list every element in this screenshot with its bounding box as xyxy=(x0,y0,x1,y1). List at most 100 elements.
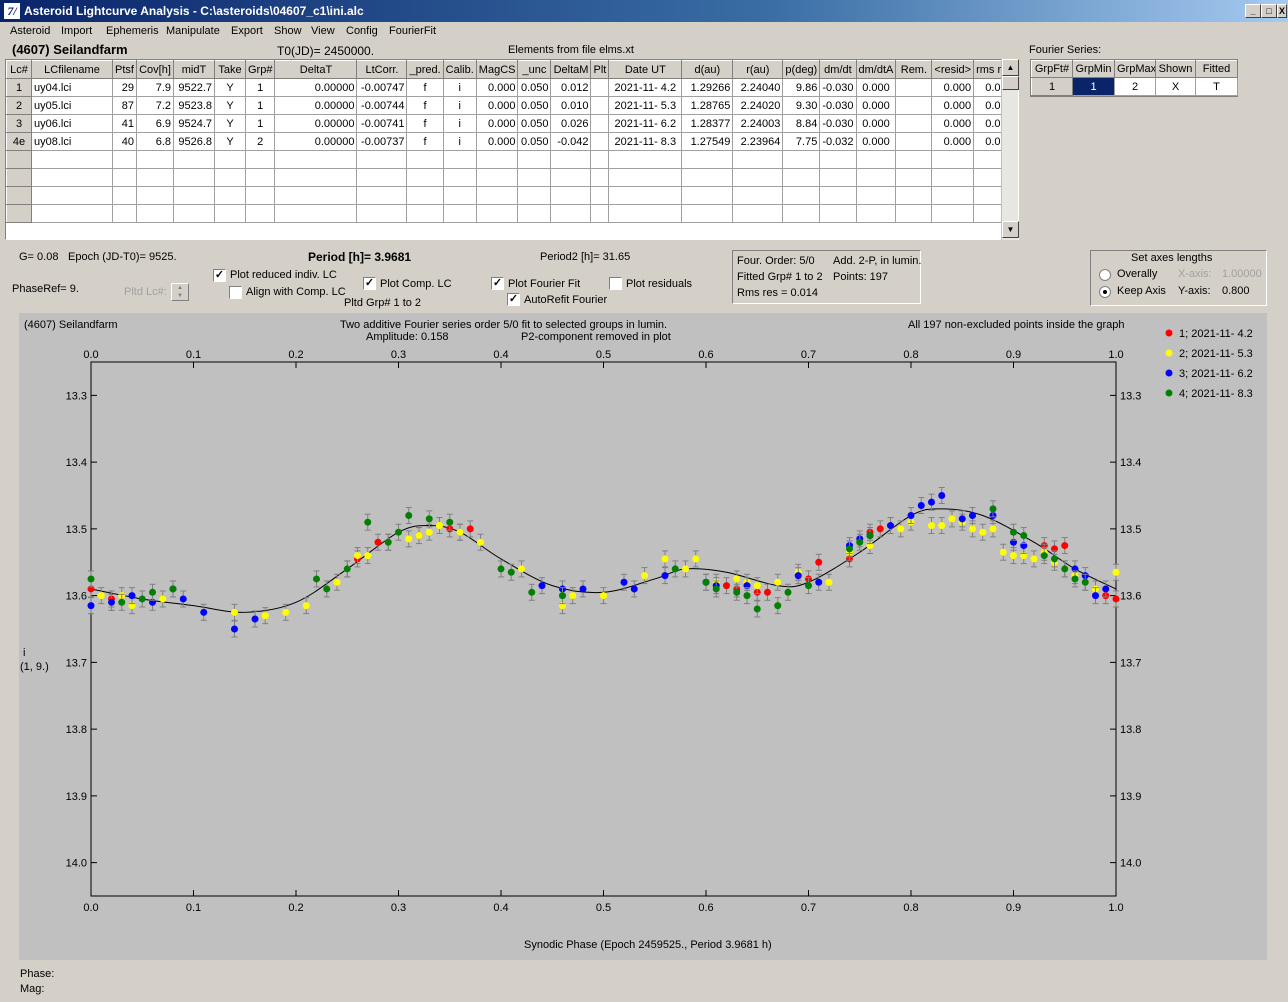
table-cell[interactable]: 0.000 xyxy=(475,114,519,133)
table-cell[interactable]: 1 xyxy=(244,78,276,97)
table-cell[interactable] xyxy=(475,168,519,187)
plot-comp-checkbox[interactable]: ✓ xyxy=(363,277,376,290)
table-cell[interactable] xyxy=(356,150,408,169)
table-cell[interactable] xyxy=(855,204,897,223)
table-cell[interactable]: 0.000 xyxy=(855,114,897,133)
table-cell[interactable] xyxy=(274,168,358,187)
col-d-au[interactable]: d(au) xyxy=(681,60,734,79)
table-cell[interactable]: 1 xyxy=(244,114,276,133)
table-cell[interactable] xyxy=(214,186,246,205)
col-grp[interactable]: Grp# xyxy=(244,60,276,79)
table-cell[interactable] xyxy=(608,150,683,169)
table-cell[interactable]: uy04.lci xyxy=(31,78,113,97)
table-cell[interactable]: i xyxy=(442,132,477,151)
col-pred[interactable]: _pred. xyxy=(406,60,444,79)
table-cell[interactable] xyxy=(681,150,734,169)
table-cell[interactable] xyxy=(590,96,610,115)
table-cell[interactable] xyxy=(214,168,246,187)
table-cell[interactable]: 0.000 xyxy=(855,78,897,97)
table-cell[interactable]: 2.24040 xyxy=(732,78,784,97)
table-cell[interactable]: f xyxy=(406,78,444,97)
table-cell[interactable] xyxy=(173,168,215,187)
col-magcs[interactable]: MagCS xyxy=(475,60,519,79)
table-cell[interactable] xyxy=(517,150,552,169)
table-row[interactable]: 2 uy05.lci 87 7.2 9523.8 Y 1 0.00000 -0.00744 f i 0… xyxy=(6,96,1016,115)
plot-reduced-checkbox[interactable]: ✓ xyxy=(213,269,226,282)
plot-fourier-label[interactable]: Plot Fourier Fit xyxy=(508,278,581,290)
table-cell[interactable]: f xyxy=(406,96,444,115)
table-cell[interactable] xyxy=(895,204,933,223)
menu-manipulate[interactable]: Manipulate xyxy=(166,25,220,37)
table-cell[interactable] xyxy=(681,186,734,205)
table-cell[interactable]: 1.29266 xyxy=(681,78,734,97)
plot-residuals-label[interactable]: Plot residuals xyxy=(626,278,693,290)
table-cell[interactable]: 0.050 xyxy=(517,78,552,97)
table-cell[interactable]: 0.026 xyxy=(550,114,592,133)
table-cell[interactable] xyxy=(31,168,113,187)
table-cell[interactable]: 9.30 xyxy=(782,96,821,115)
table-cell[interactable]: 0.000 xyxy=(931,96,975,115)
table-cell[interactable] xyxy=(550,186,592,205)
table-cell[interactable]: f xyxy=(406,132,444,151)
table-cell[interactable]: 41 xyxy=(112,114,137,133)
table-cell[interactable] xyxy=(782,150,821,169)
table-cell[interactable] xyxy=(356,204,408,223)
table-cell[interactable] xyxy=(406,150,444,169)
table-cell[interactable]: 0.000 xyxy=(855,132,897,151)
col-grpft[interactable]: GrpFt# xyxy=(1031,60,1073,78)
table-cell[interactable] xyxy=(819,186,857,205)
table-cell[interactable] xyxy=(550,150,592,169)
table-cell[interactable] xyxy=(356,186,408,205)
row-header[interactable] xyxy=(6,150,32,169)
table-cell[interactable] xyxy=(550,204,592,223)
table-cell[interactable] xyxy=(517,186,552,205)
table-cell[interactable]: 0.050 xyxy=(517,96,552,115)
col-ptsf[interactable]: Ptsf xyxy=(112,60,137,79)
table-cell[interactable] xyxy=(895,150,933,169)
table-cell[interactable]: 0.00000 xyxy=(274,96,358,115)
table-cell[interactable] xyxy=(855,150,897,169)
table-cell[interactable]: 0.010 xyxy=(550,96,592,115)
table-cell[interactable]: uy05.lci xyxy=(31,96,113,115)
table-cell[interactable] xyxy=(442,204,477,223)
table-cell[interactable]: 2021-11- 6.2 xyxy=(608,114,683,133)
table-cell[interactable] xyxy=(590,186,610,205)
table-cell[interactable]: 0.000 xyxy=(931,132,975,151)
align-comp-checkbox[interactable] xyxy=(229,286,242,299)
minimize-button[interactable]: _ xyxy=(1245,4,1261,18)
table-cell[interactable]: -0.032 xyxy=(819,132,857,151)
table-cell[interactable] xyxy=(31,186,113,205)
table-cell[interactable] xyxy=(244,168,276,187)
table-cell[interactable]: Y xyxy=(214,114,246,133)
table-cell[interactable] xyxy=(475,204,519,223)
table-cell[interactable]: 40 xyxy=(112,132,137,151)
table-cell[interactable] xyxy=(112,186,137,205)
lightcurve-grid[interactable]: Lc# LCfilename Ptsf Cov[h] midT Take Grp# Delta… xyxy=(5,59,1019,240)
phaseref-value[interactable]: PhaseRef= 9. xyxy=(12,283,79,295)
table-cell[interactable] xyxy=(173,204,215,223)
lightcurve-plot[interactable]: 0.0 0.0 0.1 0.1 0.2 0.2 0.3 0.3 0.4 0.4 0.5 0.5 0.6 0… xyxy=(19,313,1267,960)
table-cell[interactable] xyxy=(931,150,975,169)
table-cell[interactable]: 1 xyxy=(244,96,276,115)
table-cell[interactable] xyxy=(895,132,933,151)
table-cell[interactable] xyxy=(475,186,519,205)
fourier-fitted-cell[interactable]: T xyxy=(1195,77,1238,96)
lightcurve-plot-panel[interactable]: 0.0 0.0 0.1 0.1 0.2 0.2 0.3 0.3 0.4 0.4 0.5 0.5 0.6 0… xyxy=(19,313,1267,960)
table-cell[interactable] xyxy=(782,168,821,187)
col-ltcorr[interactable]: LtCorr. xyxy=(356,60,408,79)
table-row[interactable]: 1 uy04.lci 29 7.9 9522.7 Y 1 0.00000 -0.00747 f i 0… xyxy=(6,78,1016,97)
plot-fourier-checkbox[interactable]: ✓ xyxy=(491,277,504,290)
maximize-button[interactable]: □ xyxy=(1261,4,1277,18)
menu-export[interactable]: Export xyxy=(231,25,263,37)
table-cell[interactable]: 7.75 xyxy=(782,132,821,151)
table-cell[interactable] xyxy=(931,204,975,223)
table-cell[interactable]: 7.9 xyxy=(136,78,174,97)
table-cell[interactable] xyxy=(819,168,857,187)
period-value[interactable]: Period [h]= 3.9681 xyxy=(308,250,412,264)
table-cell[interactable] xyxy=(112,150,137,169)
table-cell[interactable]: 0.00000 xyxy=(274,132,358,151)
table-cell[interactable]: 29 xyxy=(112,78,137,97)
row-header[interactable]: 1 xyxy=(6,78,32,97)
table-cell[interactable] xyxy=(608,204,683,223)
table-row[interactable] xyxy=(6,186,1016,205)
